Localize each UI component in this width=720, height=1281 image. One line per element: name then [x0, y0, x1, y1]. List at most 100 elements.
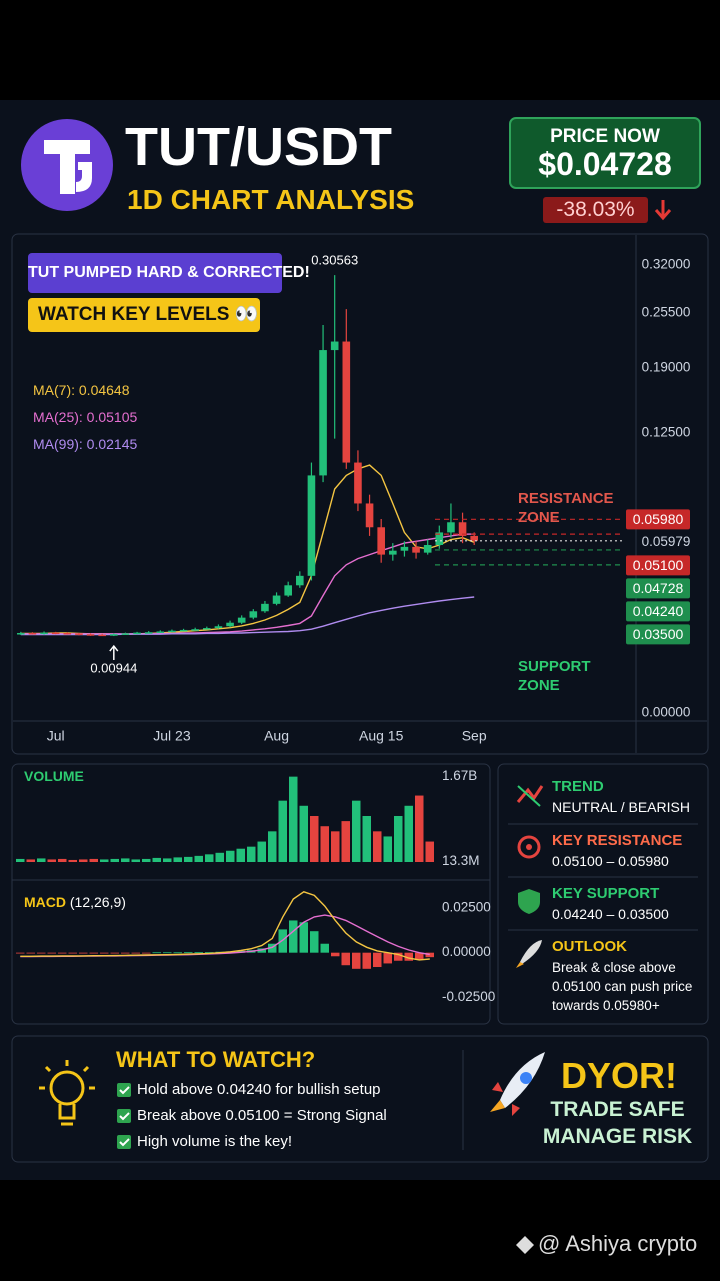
- y-tick-label: 13.3M: [442, 853, 480, 868]
- candle-body: [423, 545, 432, 553]
- y-tick-label: 0.25500: [642, 305, 691, 320]
- y-tick-label: -0.02500: [442, 989, 495, 1004]
- macd-hist: [268, 943, 277, 953]
- volume-bar: [415, 795, 424, 862]
- macd-hist: [352, 952, 361, 969]
- macd-hist: [415, 952, 424, 960]
- candle-body: [51, 632, 60, 635]
- peak-label: 0.30563: [311, 253, 358, 268]
- candle-body: [272, 595, 281, 604]
- candle-body: [458, 522, 467, 536]
- volume-bar: [205, 854, 214, 862]
- info-text: Break & close above 0.05100 can push pri…: [552, 960, 693, 1013]
- macd-hist: [16, 952, 25, 954]
- volume-bar: [383, 836, 392, 862]
- candle-body: [296, 575, 304, 586]
- info-title: OUTLOOK: [552, 938, 627, 955]
- volume-bar: [373, 831, 382, 862]
- price: $0.04728: [538, 146, 672, 182]
- volume-bar: [131, 859, 140, 862]
- volume-bar: [394, 816, 403, 862]
- candle-body: [435, 532, 444, 545]
- volume-bar: [268, 831, 277, 862]
- macd-hist: [320, 943, 329, 953]
- y-tick-label: 0.12500: [642, 425, 691, 440]
- y-tick-label: 0.00000: [642, 705, 691, 720]
- volume-bar: [184, 856, 193, 862]
- candle-body: [63, 633, 72, 635]
- volume-bar: [100, 859, 109, 862]
- level-tag: [626, 555, 690, 576]
- candle-body: [191, 629, 199, 631]
- macd-hist: [121, 952, 130, 954]
- candle-body: [377, 527, 385, 555]
- volume-bar: [226, 850, 235, 862]
- volume-bar: [299, 805, 308, 862]
- y-tick-label: 0.05979: [642, 534, 691, 549]
- x-tick-label: Aug: [264, 728, 289, 744]
- volume-bar: [310, 816, 319, 862]
- pair: TUT/USDT: [125, 117, 392, 177]
- candle-body: [319, 350, 327, 476]
- macd-hist: [394, 952, 403, 961]
- low-label: 0.00944: [90, 660, 137, 675]
- badge-text: TUT PUMPED HARD & CORRECTED!: [28, 264, 310, 281]
- candle-body: [121, 633, 130, 635]
- macd-title: MACD (12,26,9): [24, 894, 126, 910]
- macd-hist: [373, 952, 382, 968]
- dyor-title: DYOR!: [561, 1055, 677, 1096]
- watch-title: WHAT TO WATCH?: [116, 1047, 316, 1072]
- macd-hist: [194, 952, 203, 953]
- macd-hist: [425, 952, 434, 958]
- trend-icon: [516, 785, 544, 807]
- macd-hist: [37, 952, 46, 954]
- candle-body: [389, 550, 397, 555]
- y-tick-label: 0.02500: [442, 899, 491, 914]
- macd-hist: [89, 952, 98, 954]
- macd-hist: [131, 952, 140, 954]
- volume-bar: [47, 859, 56, 862]
- level-tag: [626, 578, 690, 599]
- volume-bar: [352, 800, 361, 862]
- candle-body: [412, 546, 420, 553]
- candle-body: [284, 585, 292, 596]
- macd-hist: [278, 929, 287, 953]
- price-label: PRICE NOW: [550, 126, 660, 147]
- volume-bar: [68, 859, 77, 862]
- info-title: TREND: [552, 778, 604, 795]
- watch-item: High volume is the key!: [137, 1133, 293, 1150]
- level-tag: [626, 624, 690, 645]
- level-tag-label: 0.05980: [633, 511, 684, 527]
- candle-body: [237, 617, 246, 623]
- down-arrow: [654, 200, 672, 221]
- macd-hist: [205, 952, 214, 953]
- macd-hist: [142, 952, 151, 954]
- macd-hist: [341, 952, 350, 966]
- volume-bar: [37, 858, 46, 862]
- volume-bar: [320, 826, 329, 862]
- info-title: KEY RESISTANCE: [552, 832, 683, 849]
- shield-icon: [518, 889, 540, 914]
- macd-params: (12,26,9): [69, 894, 126, 910]
- level-tag-label: 0.03500: [633, 626, 684, 642]
- candle-body: [261, 603, 269, 612]
- volume-bar: [194, 855, 203, 862]
- zone-label: RESISTANCE ZONE: [518, 490, 614, 526]
- watermark-logo: [516, 1236, 534, 1254]
- change: -38.03%: [556, 198, 635, 221]
- candle-body: [75, 633, 83, 635]
- watermark: @ Ashiya crypto: [538, 1231, 698, 1256]
- volume-bar: [26, 859, 35, 862]
- volume-bar: [121, 858, 130, 862]
- volume-bar: [58, 858, 67, 862]
- volume-bar: [89, 858, 98, 862]
- candle-body: [307, 475, 316, 576]
- y-tick-label: 0.32000: [642, 257, 691, 272]
- macd-line: [20, 891, 430, 961]
- logo-glyph: [76, 162, 92, 192]
- candle-body: [133, 632, 141, 635]
- change-box: [543, 197, 648, 223]
- volume-bar: [289, 776, 298, 862]
- macd-hist: [100, 952, 109, 954]
- x-tick-label: Sep: [462, 728, 487, 744]
